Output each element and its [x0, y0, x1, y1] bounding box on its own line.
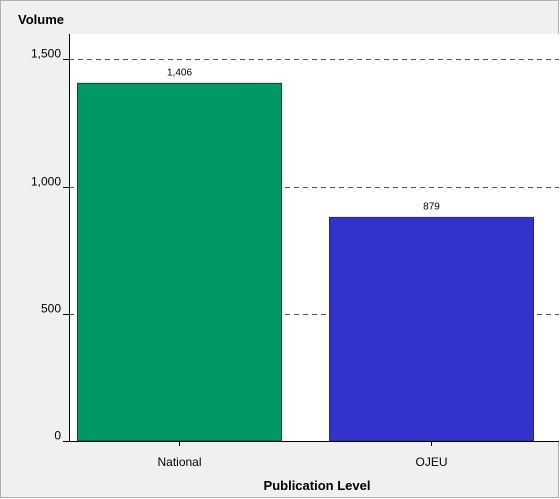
axis-layer: 0 500 1,000 1,500: [31, 34, 559, 443]
y-axis-title: Volume: [18, 12, 64, 27]
data-label: 879: [423, 201, 440, 212]
y-tick-label: 1,500: [31, 47, 61, 61]
data-label: 1,406: [167, 67, 192, 78]
bar-layer: 1,406 National 879 OJEU: [77, 67, 534, 469]
y-tick-label: 0: [54, 429, 61, 443]
x-tick-label: National: [157, 455, 201, 469]
y-tick-label: 500: [41, 302, 61, 316]
x-axis-title: Publication Level: [264, 478, 371, 493]
x-tick-label: OJEU: [415, 455, 447, 469]
bar-ojeu[interactable]: [329, 216, 534, 442]
y-tick-label: 1,000: [31, 175, 61, 189]
bar-national[interactable]: [77, 82, 282, 442]
